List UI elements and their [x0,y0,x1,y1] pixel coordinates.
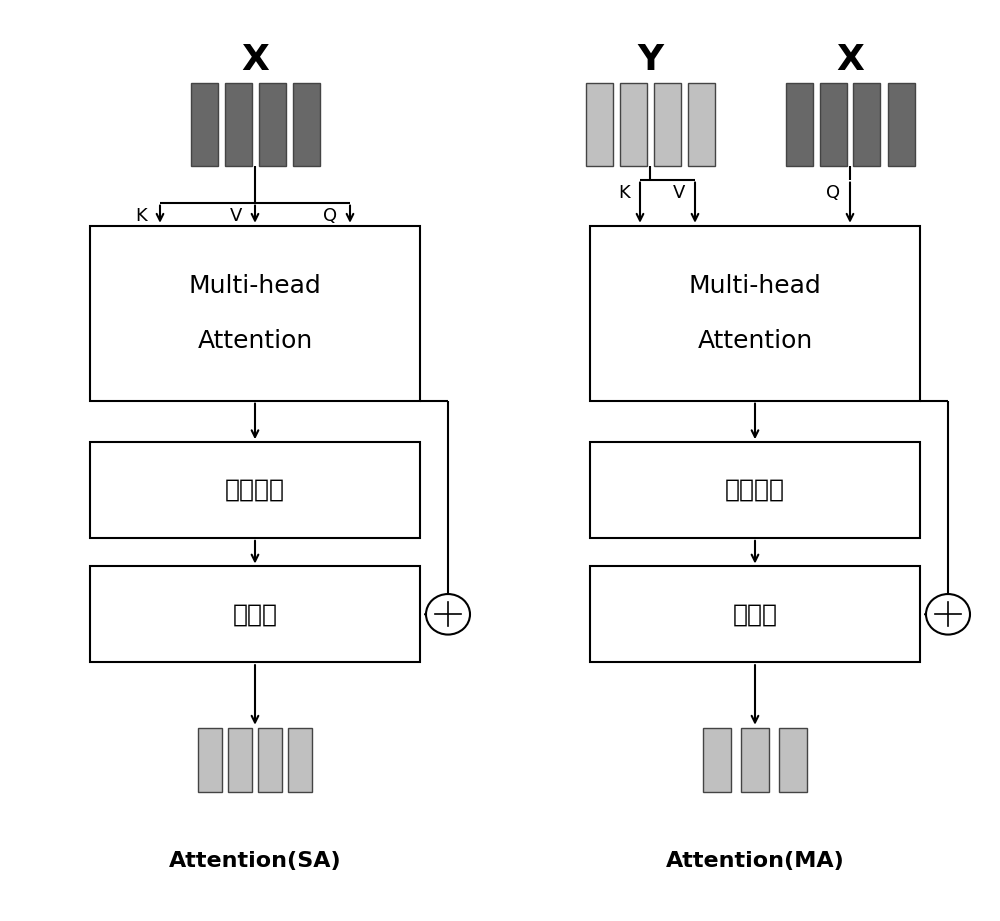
Text: Q: Q [826,184,840,203]
Text: V: V [230,207,242,226]
Bar [258,83,286,166]
Bar [590,226,920,401]
Circle shape [426,594,470,635]
Bar [190,83,218,166]
Text: Attention: Attention [197,329,313,353]
Text: Multi-head: Multi-head [689,274,821,297]
Text: Q: Q [323,207,337,226]
Bar [590,566,920,662]
Text: K: K [618,184,630,203]
Text: Attention(MA): Attention(MA) [666,851,844,871]
Text: 全连接层: 全连接层 [725,478,785,502]
Bar [888,83,914,166]
Text: K: K [135,207,147,226]
Text: Y: Y [637,43,663,76]
Bar [741,728,769,792]
Bar [292,83,320,166]
Bar [820,83,846,166]
Bar [90,566,420,662]
Text: X: X [836,43,864,76]
Bar [90,442,420,538]
Bar [654,83,680,166]
Text: 全连接层: 全连接层 [225,478,285,502]
Bar [688,83,714,166]
Bar [224,83,252,166]
Bar [90,226,420,401]
Text: Attention: Attention [697,329,813,353]
Text: V: V [673,184,685,203]
Bar [703,728,731,792]
Text: Attention(SA): Attention(SA) [169,851,341,871]
Bar [620,83,646,166]
Bar [586,83,612,166]
Bar [786,83,812,166]
Text: X: X [241,43,269,76]
Bar [258,728,282,792]
Bar [288,728,312,792]
Bar [228,728,252,792]
Text: 归一化: 归一化 [232,602,278,626]
Bar [198,728,222,792]
Text: Multi-head: Multi-head [189,274,321,297]
Circle shape [926,594,970,635]
Bar [590,442,920,538]
Bar [853,83,880,166]
Bar [779,728,807,792]
Text: 归一化: 归一化 [732,602,778,626]
